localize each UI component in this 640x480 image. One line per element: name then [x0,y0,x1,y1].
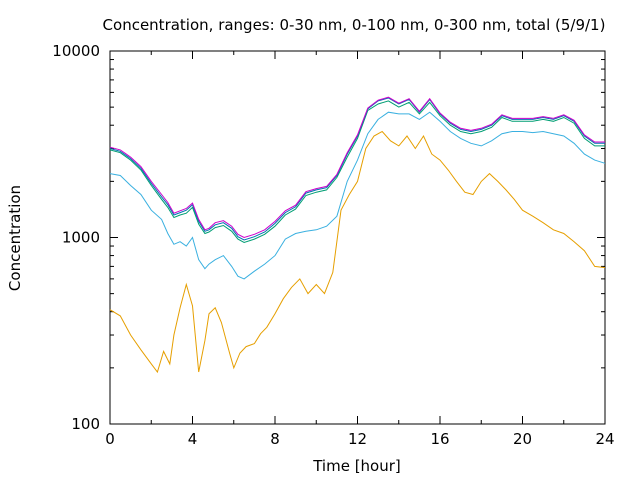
y-axis-label: Concentration [6,185,24,291]
x-tick-label: 16 [430,430,449,448]
x-tick-label: 20 [513,430,532,448]
series-line-5 [109,96,605,239]
x-axis-label: Time [hour] [312,457,401,475]
chart-title: Concentration, ranges: 0-30 nm, 0-100 nm… [103,16,606,34]
series-line-4 [109,97,605,241]
series-line-3 [109,100,605,244]
axis-ticks: 0 4 8 12 16 20 24 100 1000 10000 [52,42,614,448]
x-tick-label: 8 [270,430,280,448]
x-tick-label: 0 [105,430,115,448]
x-tick-label: 4 [188,430,198,448]
x-tick-label: 24 [595,430,614,448]
plot-area [109,50,606,425]
series-layer [109,96,606,374]
x-tick-label: 12 [348,430,367,448]
y-tick-label: 10000 [52,42,100,60]
series-line-2 [109,111,606,280]
y-tick-label: 100 [71,415,100,433]
series-line-1 [109,130,606,374]
y-tick-label: 1000 [62,229,100,247]
